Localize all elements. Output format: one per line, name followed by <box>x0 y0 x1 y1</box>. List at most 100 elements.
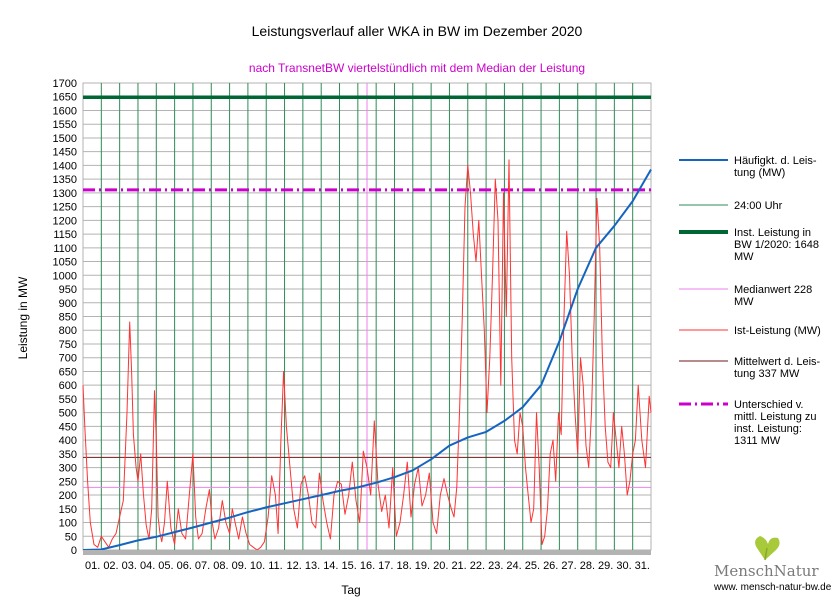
x-tick-label: 07. <box>195 560 210 572</box>
y-tick-label: 500 <box>59 408 77 420</box>
y-tick-label: 200 <box>59 490 77 502</box>
legend-label: mittl. Leistung zu <box>734 411 817 423</box>
y-tick-label: 1100 <box>53 243 77 255</box>
x-axis-label: Tag <box>341 583 360 597</box>
y-tick-label: 100 <box>59 518 77 530</box>
x-axis-ticks: 01. 02. 03. 04. 05. 06. 07. 08. 09. 10. 11. 12. 13. 1… <box>85 560 650 572</box>
y-tick-label: 400 <box>59 435 77 447</box>
legend-label: MW <box>734 251 754 263</box>
y-tick-label: 1600 <box>53 105 77 117</box>
x-tick-label: 05. <box>158 560 173 572</box>
y-tick-label: 150 <box>59 504 77 516</box>
x-tick-label: 22. <box>470 560 485 572</box>
x-tick-label: 13. <box>305 560 320 572</box>
legend-label: MW <box>734 296 754 308</box>
data-series <box>82 159 652 551</box>
legend-label: Häufigkt. d. Leis- <box>734 155 817 167</box>
x-tick-label: 16. <box>360 560 375 572</box>
y-tick-label: 650 <box>59 366 77 378</box>
y-tick-label: 850 <box>59 312 77 324</box>
x-tick-label: 08. <box>213 560 228 572</box>
y-tick-label: 0 <box>71 545 77 557</box>
x-tick-label: 23. <box>488 560 503 572</box>
y-tick-label: 50 <box>65 531 77 543</box>
legend-label: 24:00 Uhr <box>734 200 783 212</box>
y-tick-label: 1050 <box>53 257 77 269</box>
y-tick-label: 800 <box>59 325 77 337</box>
x-tick-label: 21. <box>451 560 466 572</box>
chart-subtitle: nach TransnetBW viertelstündlich mit dem… <box>249 61 585 75</box>
y-tick-label: 950 <box>59 284 77 296</box>
y-tick-label: 1550 <box>53 119 77 131</box>
y-tick-label: 1450 <box>53 147 77 159</box>
x-tick-label: 25. <box>525 560 540 572</box>
y-tick-label: 1000 <box>53 270 77 282</box>
legend-label: Unterschied v. <box>734 399 804 411</box>
x-tick-label: 24. <box>506 560 521 572</box>
x-tick-label: 09. <box>232 560 247 572</box>
legend-label: tung (MW) <box>734 167 785 179</box>
x-tick-label: 10. <box>250 560 265 572</box>
y-tick-label: 550 <box>59 394 77 406</box>
x-tick-label: 04. <box>140 560 155 572</box>
x-tick-label: 06. <box>177 560 192 572</box>
x-tick-label: 02. <box>103 560 118 572</box>
brand-logo: MenschNatur www. mensch-natur-bw.de <box>713 536 832 593</box>
y-tick-label: 350 <box>59 449 77 461</box>
x-tick-label: 27. <box>561 560 576 572</box>
y-tick-label: 750 <box>59 339 77 351</box>
x-tick-label: 29. <box>598 560 613 572</box>
y-tick-label: 1500 <box>53 133 77 145</box>
legend-label: 1311 MW <box>734 435 781 447</box>
y-tick-label: 700 <box>59 353 77 365</box>
x-tick-label: 14. <box>323 560 338 572</box>
x-tick-label: 26. <box>543 560 558 572</box>
brand-url: www. mensch-natur-bw.de <box>713 582 832 593</box>
x-tick-label: 18. <box>396 560 411 572</box>
legend-label: Ist-Leistung (MW) <box>734 325 821 337</box>
y-tick-label: 1250 <box>53 202 77 214</box>
actual-power-curve <box>82 159 652 551</box>
y-axis-label: Leistung in MW <box>16 276 30 359</box>
x-tick-label: 28. <box>580 560 595 572</box>
x-axis-band <box>83 550 651 555</box>
x-tick-label: 11. <box>268 560 282 572</box>
y-tick-label: 250 <box>59 476 77 488</box>
x-tick-label: 03. <box>122 560 137 572</box>
legend-label: BW 1/2020: 1648 <box>734 239 819 251</box>
chart-title: Leistungsverlauf aller WKA in BW im Deze… <box>252 23 583 39</box>
legend-label: inst. Leistung: <box>734 423 802 435</box>
legend-label: tung 337 MW <box>734 368 800 380</box>
x-tick-label: 19. <box>415 560 430 572</box>
x-tick-label: 20. <box>433 560 448 572</box>
plot-area <box>82 82 652 555</box>
y-tick-label: 1300 <box>53 188 77 200</box>
y-axis-ticks: 0501001502002503003504004505005506006507… <box>53 78 77 557</box>
y-tick-label: 1700 <box>53 78 77 90</box>
y-tick-label: 1650 <box>53 92 77 104</box>
ginkgo-leaf-icon <box>755 536 780 561</box>
x-tick-label: 15. <box>342 560 357 572</box>
y-tick-label: 450 <box>59 421 77 433</box>
x-tick-label: 01. <box>85 560 100 572</box>
y-tick-label: 600 <box>59 380 77 392</box>
x-tick-label: 17. <box>378 560 393 572</box>
y-tick-label: 900 <box>59 298 77 310</box>
y-tick-label: 1200 <box>53 215 77 227</box>
y-tick-label: 300 <box>59 463 77 475</box>
y-tick-label: 1400 <box>53 160 77 172</box>
x-tick-label: 31. <box>635 560 650 572</box>
legend-label: Medianwert 228 <box>734 284 812 296</box>
legend-label: Inst. Leistung in <box>734 227 811 239</box>
brand-name: MenschNatur <box>714 562 819 580</box>
legend-label: Mittelwert d. Leis- <box>734 356 821 368</box>
y-tick-label: 1350 <box>53 174 77 186</box>
frequency-curve <box>82 168 652 551</box>
x-tick-label: 30. <box>616 560 631 572</box>
day-boundary-lines <box>100 83 634 550</box>
y-tick-label: 1150 <box>53 229 77 241</box>
legend: Häufigkt. d. Leis-tung (MW) 24:00 Uhr Inst… <box>679 155 821 447</box>
x-tick-label: 12. <box>287 560 302 572</box>
reference-lines <box>83 95 651 488</box>
